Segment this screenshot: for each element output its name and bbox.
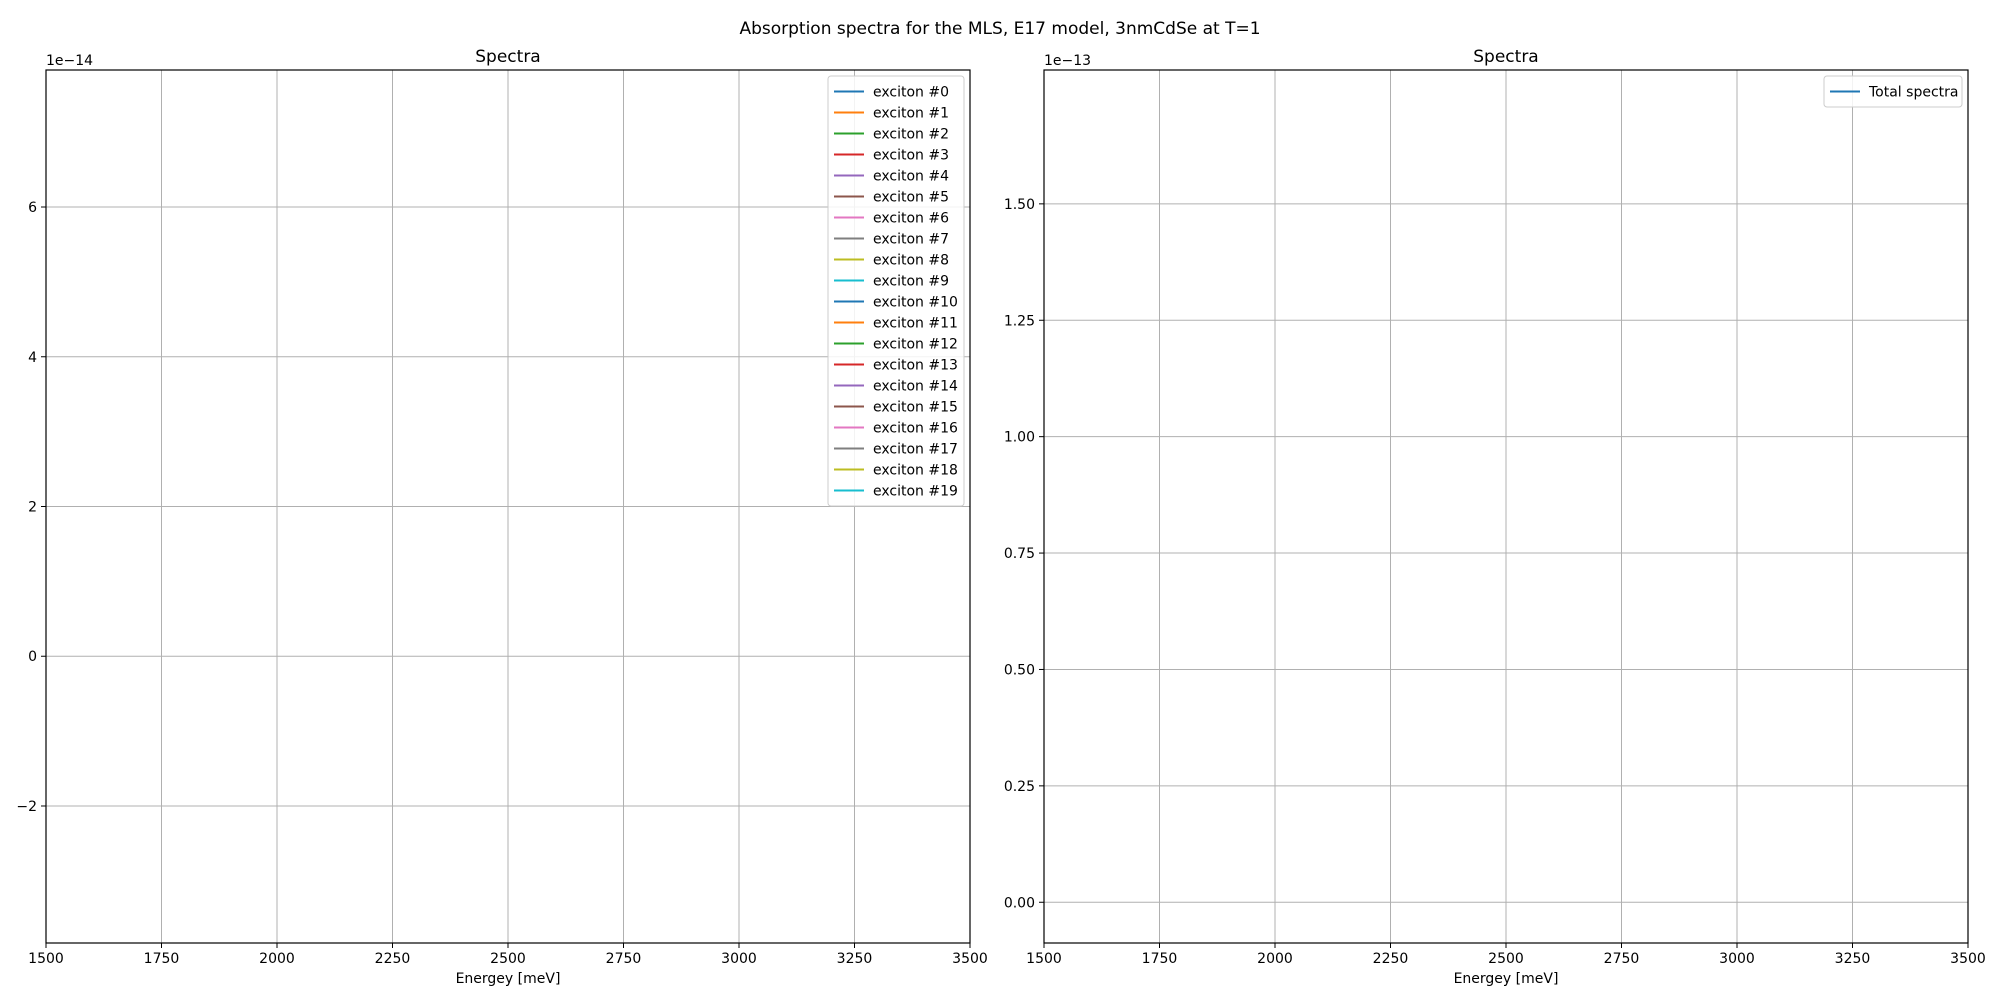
y-tick-label: 0.75 xyxy=(1004,546,1035,562)
y-tick-label: 6 xyxy=(28,200,37,216)
legend-label: exciton #9 xyxy=(873,274,949,290)
y-tick-label: 0 xyxy=(28,649,37,665)
x-tick-label: 3000 xyxy=(1719,951,1755,967)
axes-title: Spectra xyxy=(1473,47,1538,67)
legend-label: exciton #2 xyxy=(873,127,949,143)
legend: exciton #0 exciton #1 exciton #2 exciton #3… xyxy=(827,75,965,507)
x-tick-label: 2500 xyxy=(490,951,526,967)
legend-label: exciton #4 xyxy=(873,169,949,185)
axes-title: Spectra xyxy=(475,47,540,67)
x-tick-label: 2250 xyxy=(375,951,411,967)
y-tick-label: 4 xyxy=(28,350,37,366)
x-axis-label: Energey [meV] xyxy=(456,971,561,987)
legend-label: exciton #0 xyxy=(873,85,949,101)
legend-label: exciton #10 xyxy=(873,295,958,311)
y-tick-label: 1.00 xyxy=(1004,430,1035,446)
x-tick-label: 1500 xyxy=(28,951,64,967)
y-offset-text: 1e−13 xyxy=(1044,53,1091,69)
legend-label: exciton #16 xyxy=(873,421,958,437)
x-tick-label: 3250 xyxy=(1835,951,1871,967)
x-tick-label: 2000 xyxy=(259,951,295,967)
axes-panel-0: 1500 1750 2000 2250 2500 2750 3000 3250 3500 −2 0 2… xyxy=(16,47,987,987)
y-tick-label: 0.25 xyxy=(1004,779,1035,795)
x-tick-label: 1500 xyxy=(1026,951,1062,967)
legend-label: exciton #6 xyxy=(873,211,949,227)
x-axis-label: Energey [meV] xyxy=(1454,971,1559,987)
y-tick-label: 0.50 xyxy=(1004,662,1035,678)
legend-label: exciton #13 xyxy=(873,358,958,374)
x-tick-label: 1750 xyxy=(1142,951,1178,967)
legend-label: exciton #19 xyxy=(873,484,958,500)
y-tick-label: 1.25 xyxy=(1004,313,1035,329)
y-offset-text: 1e−14 xyxy=(46,53,93,69)
x-tick-label: 3500 xyxy=(952,951,988,967)
legend-label: exciton #18 xyxy=(873,463,958,479)
x-tick-label: 2750 xyxy=(1604,951,1640,967)
x-tick-label: 2750 xyxy=(606,951,642,967)
legend-label: exciton #11 xyxy=(873,316,958,332)
legend-box xyxy=(827,75,965,507)
x-tick-label: 3250 xyxy=(837,951,873,967)
x-tick-label: 3000 xyxy=(721,951,757,967)
legend-label: exciton #12 xyxy=(873,337,958,353)
x-tick-label: 3500 xyxy=(1950,951,1986,967)
y-tick-label: 0.00 xyxy=(1004,895,1035,911)
x-tick-label: 2500 xyxy=(1488,951,1524,967)
y-tick-label: −2 xyxy=(16,799,37,815)
legend-label: Total spectra xyxy=(1868,85,1958,101)
x-tick-label: 1750 xyxy=(144,951,180,967)
y-tick-label: 2 xyxy=(28,500,37,516)
x-tick-label: 2250 xyxy=(1373,951,1409,967)
legend-label: exciton #15 xyxy=(873,400,958,416)
legend-label: exciton #17 xyxy=(873,442,958,458)
legend-label: exciton #7 xyxy=(873,232,949,248)
axes-frame xyxy=(45,69,971,944)
y-tick-label: 1.50 xyxy=(1004,197,1035,213)
legend: Total spectra xyxy=(1823,75,1963,108)
legend-box xyxy=(1823,75,1963,108)
x-tick-label: 2000 xyxy=(1257,951,1293,967)
figure-suptitle: Absorption spectra for the MLS, E17 mode… xyxy=(739,19,1260,39)
axes-panel-1: 1500 1750 2000 2250 2500 2750 3000 3250 3500 0.00… xyxy=(1004,47,1986,987)
legend-label: exciton #5 xyxy=(873,190,949,206)
legend-label: exciton #3 xyxy=(873,148,949,164)
legend-label: exciton #8 xyxy=(873,253,949,269)
legend-label: exciton #14 xyxy=(873,379,958,395)
axes-frame xyxy=(1043,69,1969,944)
legend-label: exciton #1 xyxy=(873,106,949,122)
